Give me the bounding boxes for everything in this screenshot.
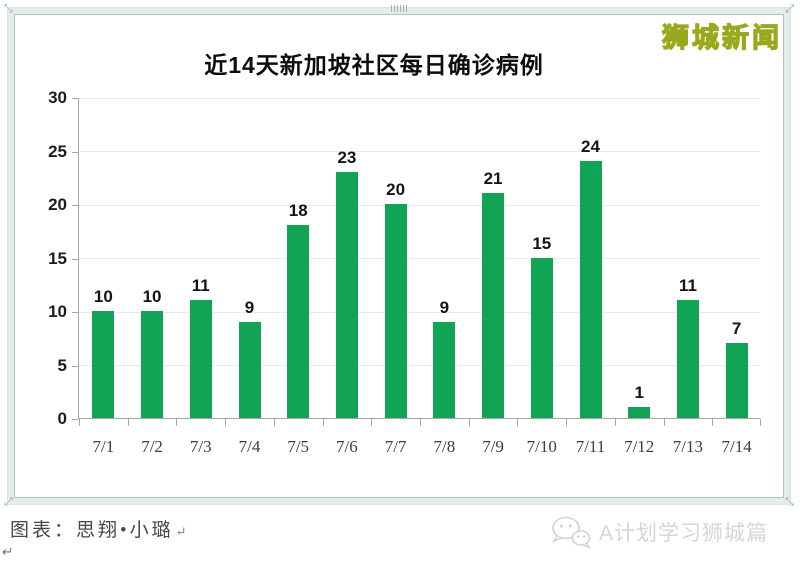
y-tick-label: 30 [48, 88, 67, 107]
gridline [79, 365, 760, 366]
selected-image-frame[interactable]: ⤡ ⤢ ⤢ ⤡ 狮城新闻 近14天新加坡社区每日确诊病例 0 5 10 15 20 25 3… [4, 4, 794, 508]
x-axis-tick [663, 419, 665, 426]
x-tick-label: 7/10 [526, 437, 557, 456]
bar [384, 204, 407, 418]
x-tick-label: 7/3 [189, 437, 212, 456]
x-axis-tick [566, 419, 568, 426]
x-axis-tick [225, 419, 227, 426]
gridline [79, 97, 760, 99]
bar-value-label: 11 [678, 276, 697, 296]
gridline [79, 151, 760, 152]
resize-handle-top-center[interactable] [391, 5, 407, 12]
bar-value-label: 18 [288, 201, 308, 221]
x-tick-label: 7/7 [384, 437, 407, 456]
plot-area: 0 5 10 15 20 25 30 10 7/1 10 7/2 11 7/3 9 7/4 18 7/5 23 7/… [48, 88, 761, 456]
y-axis-tick [72, 258, 78, 260]
x-tick-label: 7/14 [721, 437, 752, 456]
x-tick-label: 7/12 [624, 437, 655, 456]
resize-handle-top-right[interactable]: ⤢ [785, 3, 794, 15]
x-axis-tick [468, 419, 470, 426]
x-axis-tick [420, 419, 421, 426]
gridline [79, 204, 760, 206]
x-axis-tick [322, 419, 324, 426]
resize-handle-bottom-left[interactable]: ⤢ [4, 496, 13, 508]
bar [628, 407, 651, 418]
bar-value-label: 23 [337, 147, 357, 167]
x-tick-label: 7/2 [141, 437, 163, 456]
bar-value-label: 9 [439, 297, 450, 317]
bar-value-label: 9 [244, 297, 255, 317]
wechat-watermark: A计划学习狮城篇 [551, 513, 768, 551]
y-axis-tick [72, 312, 78, 313]
y-tick-label: 0 [57, 409, 67, 428]
y-axis-tick [72, 98, 78, 99]
bar [287, 225, 310, 418]
bar-value-label: 10 [142, 287, 162, 306]
y-tick-label: 10 [48, 302, 67, 321]
bar-value-label: 20 [386, 180, 406, 199]
bar [335, 171, 358, 418]
x-tick-label: 7/5 [287, 437, 310, 456]
bar-value-label: 10 [93, 287, 113, 306]
y-tick-label: 20 [48, 195, 67, 214]
x-axis-tick [760, 419, 761, 426]
x-tick-label: 7/13 [672, 437, 704, 456]
x-axis-tick [127, 419, 129, 426]
bar [189, 300, 212, 418]
chart-title: 近14天新加坡社区每日确诊病例 [204, 52, 544, 78]
bar [579, 161, 602, 418]
x-tick-label: 7/9 [482, 437, 504, 456]
bar [530, 257, 553, 418]
x-axis-tick [273, 419, 275, 426]
line-break-mark: ↵ [0, 544, 15, 559]
chart-credit: 图表：思翔•小璐 ↵ [10, 515, 187, 542]
x-axis-tick [517, 419, 519, 426]
gridline [79, 311, 760, 313]
x-axis-tick [176, 419, 178, 426]
paragraph-return-mark: ↵ [175, 524, 187, 539]
y-axis-tick [72, 205, 78, 206]
bar [141, 311, 164, 418]
gridline [79, 258, 760, 259]
y-axis-tick [72, 365, 78, 367]
bar [725, 343, 748, 418]
y-axis-tick [72, 419, 78, 420]
bar-value-label: 1 [634, 383, 644, 403]
bar [482, 193, 505, 418]
watermark-text: A计划学习狮城篇 [598, 522, 768, 545]
bar [92, 311, 115, 418]
x-axis-tick [712, 419, 714, 426]
bar-value-label: 7 [731, 319, 742, 339]
x-tick-label: 7/8 [433, 437, 456, 456]
brand-logo: 狮城新闻 [661, 22, 782, 53]
x-axis-tick [371, 419, 373, 426]
bar-value-label: 21 [483, 169, 503, 189]
x-tick-label: 7/11 [575, 437, 606, 456]
x-tick-label: 7/6 [336, 437, 358, 456]
resize-handle-top-left[interactable]: ⤡ [4, 3, 13, 15]
x-tick-label: 7/1 [92, 437, 115, 456]
bar [238, 321, 261, 418]
x-tick-label: 7/4 [238, 437, 261, 456]
y-tick-label: 5 [57, 355, 67, 375]
y-tick-label: 25 [48, 141, 67, 161]
x-axis-tick [79, 419, 80, 426]
y-axis-tick [72, 151, 78, 153]
resize-handle-bottom-right[interactable]: ⤡ [785, 496, 794, 508]
bar-value-label: 24 [581, 137, 600, 157]
bar [433, 321, 456, 418]
x-axis-tick [614, 419, 616, 426]
chart-credit-text: 图表：思翔•小璐 [10, 520, 174, 541]
y-tick-label: 15 [48, 248, 67, 268]
bar-value-label: 15 [532, 233, 552, 253]
bar [676, 300, 699, 418]
wechat-icon [552, 516, 591, 549]
bar-value-label: 11 [191, 276, 210, 296]
